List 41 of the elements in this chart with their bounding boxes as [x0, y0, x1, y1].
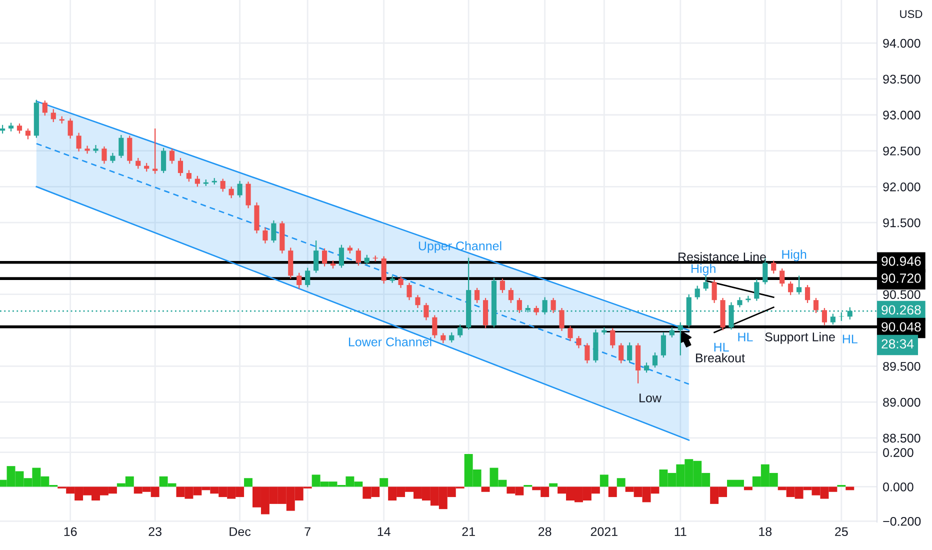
- x-tick-label: 23: [148, 527, 162, 536]
- annotation: High: [782, 250, 806, 262]
- annotation: Resistance Line: [678, 252, 766, 262]
- annotation: Low: [640, 394, 662, 402]
- y-tick-label: 92.500: [883, 146, 920, 156]
- y-tick-label: 89.500: [883, 362, 920, 371]
- annotation: HL: [842, 334, 858, 344]
- x-tick-label: 11: [674, 527, 686, 536]
- annotation: Support Line: [765, 332, 835, 344]
- y-tick-label: 91.500: [883, 218, 920, 228]
- x-tick-label: 25: [835, 527, 848, 536]
- y-tick-label: 93.000: [883, 110, 920, 120]
- y-tick-label: 90.500: [883, 290, 920, 300]
- y-tick-label: 88.500: [883, 434, 920, 443]
- ref-line-label: 90.720: [882, 274, 921, 283]
- x-tick-label: 21: [462, 527, 475, 536]
- y-tick-label: −0.200: [883, 516, 921, 526]
- y-tick-label: 94.000: [883, 38, 920, 48]
- x-tick-label: 7: [304, 527, 310, 536]
- x-tick-label: 14: [378, 527, 390, 536]
- x-tick-label: Dec: [230, 527, 251, 536]
- annotation: Breakout: [696, 353, 745, 362]
- y-tick-label: 89.000: [883, 398, 920, 407]
- annotation: HL: [714, 342, 729, 352]
- y-tick-label: 0.000: [883, 482, 914, 492]
- annotation: Lower Channel: [348, 337, 432, 346]
- text: 28:34: [882, 339, 914, 349]
- x-tick-label: 18: [759, 527, 772, 536]
- ref-line-label: 90.946: [882, 256, 921, 266]
- y-tick-label: 92.000: [883, 182, 920, 192]
- y-tick-label: 0.200: [883, 448, 914, 457]
- annotation: High: [692, 264, 716, 276]
- annotation: HL: [738, 332, 753, 342]
- x-tick-label: 16: [64, 527, 77, 536]
- text: USD: [900, 10, 922, 18]
- annotation: Upper Channel: [418, 241, 502, 253]
- y-tick-label: 93.500: [883, 74, 920, 84]
- ref-line-label: 90.048: [882, 322, 921, 332]
- x-tick-label: 28: [538, 527, 552, 536]
- ref-line-label: 90.268: [882, 305, 921, 315]
- x-tick-label: 2021: [590, 527, 618, 536]
